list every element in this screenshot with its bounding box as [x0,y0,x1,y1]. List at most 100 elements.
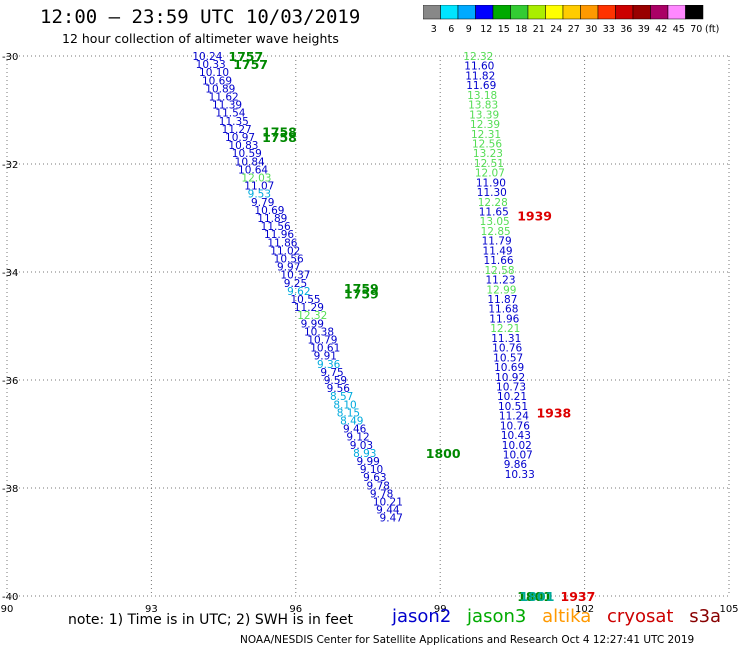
swh-value-label: 12.32 [463,51,493,63]
swh-value-label: 9.79 [251,197,274,209]
swh-value-label: 10.97 [225,132,255,144]
scale-label: 24 [550,24,562,35]
swh-value-label: 8.49 [340,416,363,428]
scale-label: 27 [568,24,580,35]
swh-value-label: 10.55 [291,294,321,306]
swh-value-label: 10.61 [310,343,340,355]
x-tick-label: 105 [719,604,738,615]
swh-value-label: 11.24 [499,411,529,423]
swh-value-label: 8.93 [353,448,376,460]
swh-value-label: 11.56 [261,221,291,233]
swh-value-label: 9.10 [360,464,383,476]
swh-value-label: 11.31 [491,333,521,345]
swh-value-label: 11.82 [465,70,495,82]
legend-jason2: jason2 [392,606,452,627]
x-tick-label: 102 [575,604,594,615]
time-label: 1759 [344,281,379,296]
swh-value-label: 10.57 [493,352,523,364]
scale-label: 30 [585,24,597,35]
scale-label: 9 [466,24,472,35]
swh-value-label: 10.38 [304,326,334,338]
swh-value-label: 9.36 [317,359,341,371]
swh-value-label: 10.92 [495,372,525,384]
swh-value-label: 9.59 [324,375,347,387]
x-tick-label: 96 [289,604,302,615]
color-scale-legend: 3 6 9 12 15 18 21 24 27 30 33 36 39 42 45 70 (ft) [423,5,719,35]
swh-value-label: 10.51 [498,401,528,413]
swh-value-label: 11.96 [264,229,294,241]
scale-swatch [685,5,704,20]
swh-value-label: 11.86 [267,237,297,249]
swh-value-label: 10.33 [505,469,535,481]
swh-value-label: 11.96 [489,313,519,325]
swh-value-label: 12.28 [478,197,508,209]
swh-value-label: 10.07 [503,450,533,462]
swh-value-label: 11.79 [482,236,512,248]
scale-label: 39 [638,24,650,35]
swh-value-label: 9.78 [370,488,393,500]
y-tick-label: -32 [2,160,18,171]
swh-value-label: 9.78 [367,480,390,492]
swh-value-label: 10.76 [500,420,530,432]
x-tick-label: 90 [1,604,14,615]
legend-altika: altika [542,606,592,627]
swh-value-label: 10.73 [496,381,526,393]
swh-value-label: 11.54 [215,108,245,120]
footer-note: note: 1) Time is in UTC; 2) SWH is in fe… [68,612,354,628]
time-label: 1938 [536,405,571,420]
swh-value-label: 9.99 [301,318,324,330]
swh-value-label: 10.79 [307,335,337,347]
time-label: 1801 [517,589,552,604]
swh-value-label: 11.65 [479,207,509,219]
swh-value-label: 10.24 [192,51,222,63]
x-tick-label: 93 [145,604,158,615]
swh-value-label: 11.35 [219,116,249,128]
swh-value-label: 10.89 [205,83,235,95]
page-title: 12:00 – 23:59 UTC 10/03/2019 [40,6,361,28]
scale-label: 15 [498,24,510,35]
swh-value-label: 11.02 [270,245,300,257]
swh-value-label: 11.69 [466,80,496,92]
swh-value-label: 9.03 [350,440,373,452]
x-tick-label: 99 [434,604,447,615]
swh-value-label: 11.66 [484,255,514,267]
swh-value-label: 9.46 [343,424,367,436]
swh-value-label: 9.53 [248,189,271,201]
swh-value-label: 12.31 [471,129,501,141]
swh-value-label: 9.47 [380,513,403,525]
swh-value-label: 13.18 [467,90,497,102]
y-tick-label: -36 [2,376,18,387]
swh-value-label: 9.75 [320,367,343,379]
swh-value-label: 10.64 [238,164,268,176]
swh-value-label: 11.07 [244,181,274,193]
scale-label: 18 [515,24,527,35]
swh-value-label: 10.83 [228,140,258,152]
swh-value-label: 11.29 [294,302,324,314]
time-label: 1758 [262,130,297,145]
swh-value-label: 13.05 [480,216,510,228]
swh-value-label: 12.85 [481,226,511,238]
swh-value-label: 12.58 [484,265,514,277]
swh-value-label: 10.43 [501,430,531,442]
scale-label: 36 [620,24,632,35]
swh-value-label: 12.56 [472,138,502,150]
swh-value-label: 11.62 [209,92,239,104]
swh-value-label: 9.63 [363,472,386,484]
time-label: 1758 [262,125,297,140]
time-label: 1939 [517,208,552,223]
time-label: 1800 [426,446,461,461]
swh-value-label: 11.90 [476,177,506,189]
legend-cryosat: cryosat [607,606,674,627]
swh-value-label: 12.21 [490,323,520,335]
y-tick-label: -40 [2,592,18,603]
swh-value-label: 10.10 [199,67,229,79]
swh-value-label: 11.39 [212,100,242,112]
swh-value-label: 10.59 [232,148,262,160]
swh-value-label: 10.69 [202,75,232,87]
swh-value-label: 11.30 [477,187,507,199]
swh-value-label: 12.03 [241,173,271,185]
swh-value-label: 9.62 [287,286,310,298]
legend-jason3: jason3 [467,606,527,627]
scale-label: 12 [480,24,492,35]
swh-value-label: 11.23 [485,275,515,287]
